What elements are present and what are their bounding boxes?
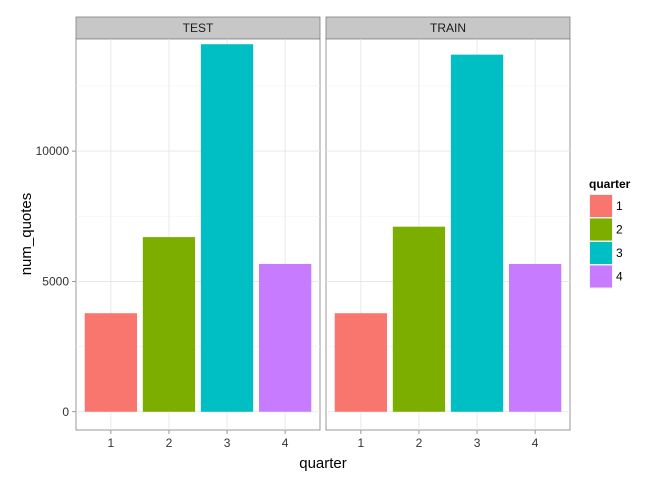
legend-label-3: 3 — [616, 246, 623, 260]
facet-label-train: TRAIN — [430, 21, 466, 35]
y-axis: 0 5000 10000 — [36, 144, 76, 419]
y-tick-label: 0 — [62, 405, 69, 419]
legend-swatch-3 — [590, 242, 612, 264]
bar-test-quarter-2 — [142, 237, 196, 412]
x-tick-label: 3 — [224, 436, 231, 450]
x-tick-label: 2 — [166, 436, 173, 450]
bar-train-quarter-4 — [509, 263, 562, 412]
facet-train: TRAIN — [325, 16, 571, 431]
x-tick-label: 1 — [108, 436, 115, 450]
facet-label-test: TEST — [183, 21, 214, 35]
x-axis: 1 2 3 4 1 2 3 4 — [108, 430, 539, 450]
y-tick-label: 5000 — [42, 274, 69, 288]
legend: quarter 1 2 3 4 — [589, 177, 631, 289]
bar-train-quarter-3 — [450, 54, 504, 412]
bar-test-quarter-4 — [259, 263, 312, 412]
bar-test-quarter-3 — [200, 44, 254, 412]
bar-train-quarter-1 — [334, 313, 387, 412]
legend-swatch-2 — [590, 218, 612, 241]
legend-label-4: 4 — [616, 270, 623, 284]
legend-title: quarter — [589, 177, 631, 191]
legend-label-1: 1 — [616, 199, 623, 213]
y-axis-title: num_quotes — [18, 193, 35, 276]
legend-swatch-4 — [590, 265, 612, 288]
x-tick-label: 3 — [474, 436, 481, 450]
x-tick-label: 2 — [416, 436, 423, 450]
bars-train — [334, 54, 562, 412]
x-tick-label: 4 — [532, 436, 539, 450]
y-tick-label: 10000 — [36, 144, 70, 158]
x-tick-label: 4 — [282, 436, 289, 450]
bars-test — [84, 44, 312, 412]
x-tick-label: 1 — [358, 436, 365, 450]
x-axis-title: quarter — [299, 455, 347, 472]
legend-label-2: 2 — [616, 223, 623, 237]
bar-train-quarter-2 — [392, 226, 446, 412]
legend-items: 1 2 3 4 — [589, 194, 623, 289]
facet-test: TEST — [75, 16, 321, 431]
legend-swatch-1 — [590, 195, 612, 217]
bar-test-quarter-1 — [84, 313, 137, 412]
